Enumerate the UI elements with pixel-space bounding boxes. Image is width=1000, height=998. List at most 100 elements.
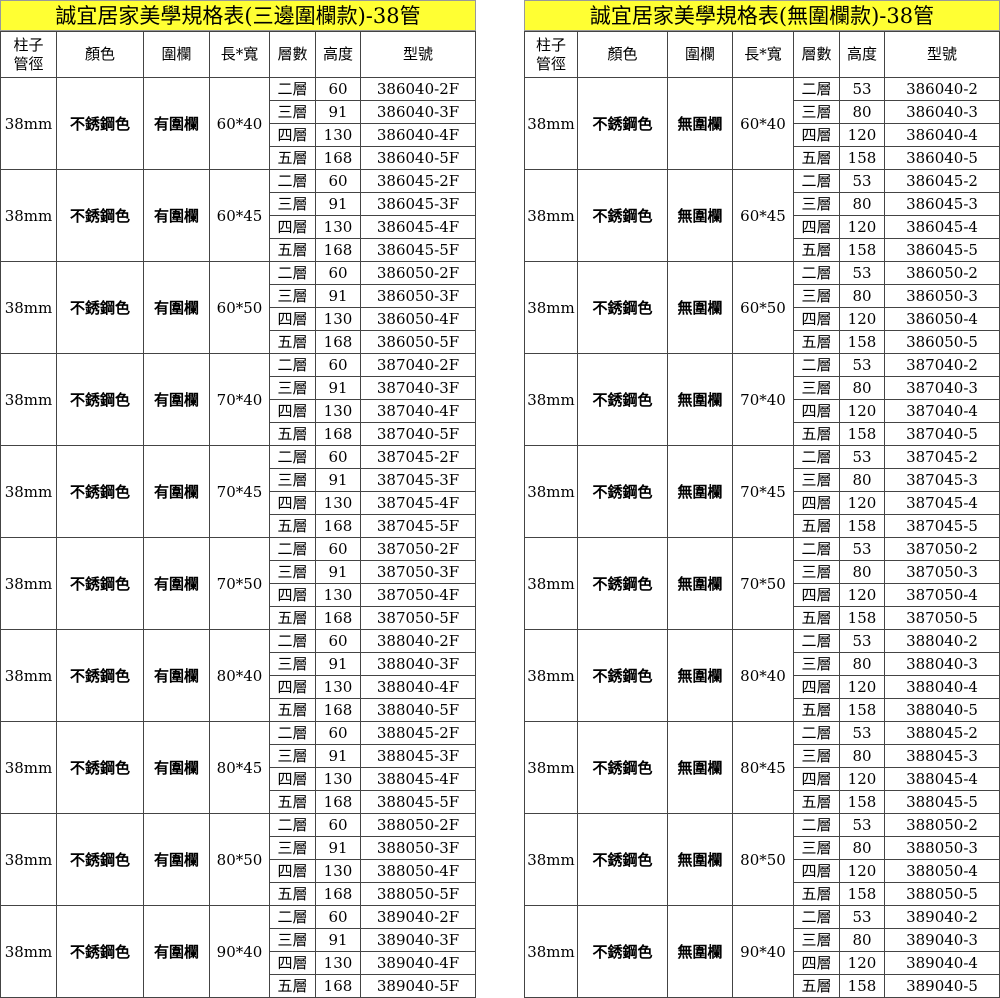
model-cell: 389040-3F (360, 928, 476, 952)
size-cell: 90*40 (732, 905, 794, 998)
table-row: 四層 120 388050-4 (525, 859, 1000, 883)
layer-cell: 二層 (793, 445, 840, 469)
color-cell: 不銹鋼色 (577, 813, 668, 906)
layer-cell: 五層 (269, 974, 316, 998)
table-row: 三層 80 386050-3 (525, 284, 1000, 308)
layer-cell: 四層 (793, 951, 840, 975)
table-row: 三層 91 387050-3F (1, 560, 476, 584)
table-row: 38mm 不銹鋼色 有圍欄 60*50 二層 60 386050-2F (0, 261, 476, 354)
model-cell: 387050-5F (360, 606, 476, 630)
model-cell: 388045-4 (884, 767, 1000, 791)
model-cell: 387040-3 (884, 376, 1000, 400)
model-cell: 386045-2F (360, 169, 476, 193)
height-cell: 53 (839, 905, 885, 929)
color-cell: 不銹鋼色 (577, 261, 668, 354)
layer-cell: 五層 (793, 330, 840, 354)
table-row: 38mm 不銹鋼色 無圍欄 80*50 二層 53 388050-2 (524, 813, 1000, 906)
model-cell: 386050-2F (360, 261, 476, 285)
table-row: 三層 91 387040-3F (1, 376, 476, 400)
height-cell: 130 (315, 491, 361, 515)
model-cell: 386050-3 (884, 284, 1000, 308)
color-cell: 不銹鋼色 (577, 353, 668, 446)
layer-cell: 四層 (269, 859, 316, 883)
table-row: 五層 158 387045-5 (525, 514, 1000, 538)
table-row: 三層 80 387040-3 (525, 376, 1000, 400)
height-cell: 130 (315, 215, 361, 239)
model-cell: 387040-5 (884, 422, 1000, 446)
pipe-cell: 38mm (0, 169, 57, 262)
height-cell: 80 (839, 836, 885, 860)
height-cell: 91 (315, 468, 361, 492)
pipe-cell: 38mm (524, 813, 578, 906)
pipe-cell: 38mm (0, 353, 57, 446)
height-cell: 158 (839, 790, 885, 814)
fence-cell: 有圍欄 (143, 721, 210, 814)
model-cell: 387050-5 (884, 606, 1000, 630)
model-cell: 387045-3F (360, 468, 476, 492)
layer-cell: 四層 (269, 123, 316, 147)
color-cell: 不銹鋼色 (56, 721, 144, 814)
fence-cell: 無圍欄 (667, 905, 733, 998)
layer-cell: 四層 (793, 399, 840, 423)
fence-cell: 無圍欄 (667, 353, 733, 446)
model-cell: 387050-4F (360, 583, 476, 607)
height-cell: 80 (839, 284, 885, 308)
height-cell: 60 (315, 537, 361, 561)
layer-cell: 三層 (793, 560, 840, 584)
color-cell: 不銹鋼色 (56, 261, 144, 354)
fence-cell: 有圍欄 (143, 169, 210, 262)
model-cell: 387050-4 (884, 583, 1000, 607)
spec-table: 柱子 管徑 顏色 圍欄 長*寬 層數 高度 型號 38mm 不銹鋼色 無圍欄 60*40 二層 53 3… (524, 31, 1000, 998)
layer-cell: 三層 (793, 100, 840, 124)
table-row: 38mm 不銹鋼色 有圍欄 80*40 二層 60 388040-2F (0, 629, 476, 722)
table-row: 五層 158 389040-5 (525, 974, 1000, 998)
pipe-cell: 38mm (0, 77, 57, 170)
size-cell: 70*40 (732, 353, 794, 446)
model-cell: 388050-4 (884, 859, 1000, 883)
size-cell: 60*50 (209, 261, 270, 354)
height-cell: 168 (315, 882, 361, 906)
table-row: 四層 130 389040-4F (1, 951, 476, 975)
size-cell: 90*40 (209, 905, 270, 998)
height-cell: 168 (315, 238, 361, 262)
height-cell: 168 (315, 330, 361, 354)
height-cell: 168 (315, 790, 361, 814)
layer-cell: 二層 (269, 813, 316, 837)
model-cell: 386045-4F (360, 215, 476, 239)
fence-cell: 無圍欄 (667, 537, 733, 630)
size-cell: 60*45 (732, 169, 794, 262)
table-row: 四層 130 386040-4F (1, 123, 476, 147)
model-cell: 388050-5F (360, 882, 476, 906)
layer-cell: 五層 (793, 606, 840, 630)
model-cell: 387040-2F (360, 353, 476, 377)
height-cell: 91 (315, 192, 361, 216)
height-cell: 158 (839, 238, 885, 262)
layer-cell: 五層 (793, 882, 840, 906)
height-cell: 91 (315, 376, 361, 400)
layer-cell: 三層 (793, 284, 840, 308)
model-cell: 389040-2 (884, 905, 1000, 929)
height-cell: 91 (315, 100, 361, 124)
layer-cell: 二層 (793, 905, 840, 929)
fence-cell: 無圍欄 (667, 445, 733, 538)
height-cell: 53 (839, 169, 885, 193)
model-cell: 387045-5F (360, 514, 476, 538)
layer-cell: 五層 (793, 974, 840, 998)
fence-cell: 無圍欄 (667, 721, 733, 814)
table-row: 五層 168 387045-5F (1, 514, 476, 538)
height-cell: 80 (839, 560, 885, 584)
model-cell: 386050-4F (360, 307, 476, 331)
layer-cell: 二層 (793, 261, 840, 285)
height-cell: 53 (839, 537, 885, 561)
height-cell: 60 (315, 353, 361, 377)
color-cell: 不銹鋼色 (577, 537, 668, 630)
table-row: 38mm 不銹鋼色 有圍欄 60*45 二層 60 386045-2F (0, 169, 476, 262)
layer-cell: 四層 (793, 215, 840, 239)
layer-cell: 三層 (269, 192, 316, 216)
header-height: 高度 (315, 31, 361, 78)
height-cell: 80 (839, 468, 885, 492)
height-cell: 120 (839, 583, 885, 607)
model-cell: 386040-5 (884, 146, 1000, 170)
model-cell: 386040-2F (360, 77, 476, 101)
model-cell: 387040-3F (360, 376, 476, 400)
